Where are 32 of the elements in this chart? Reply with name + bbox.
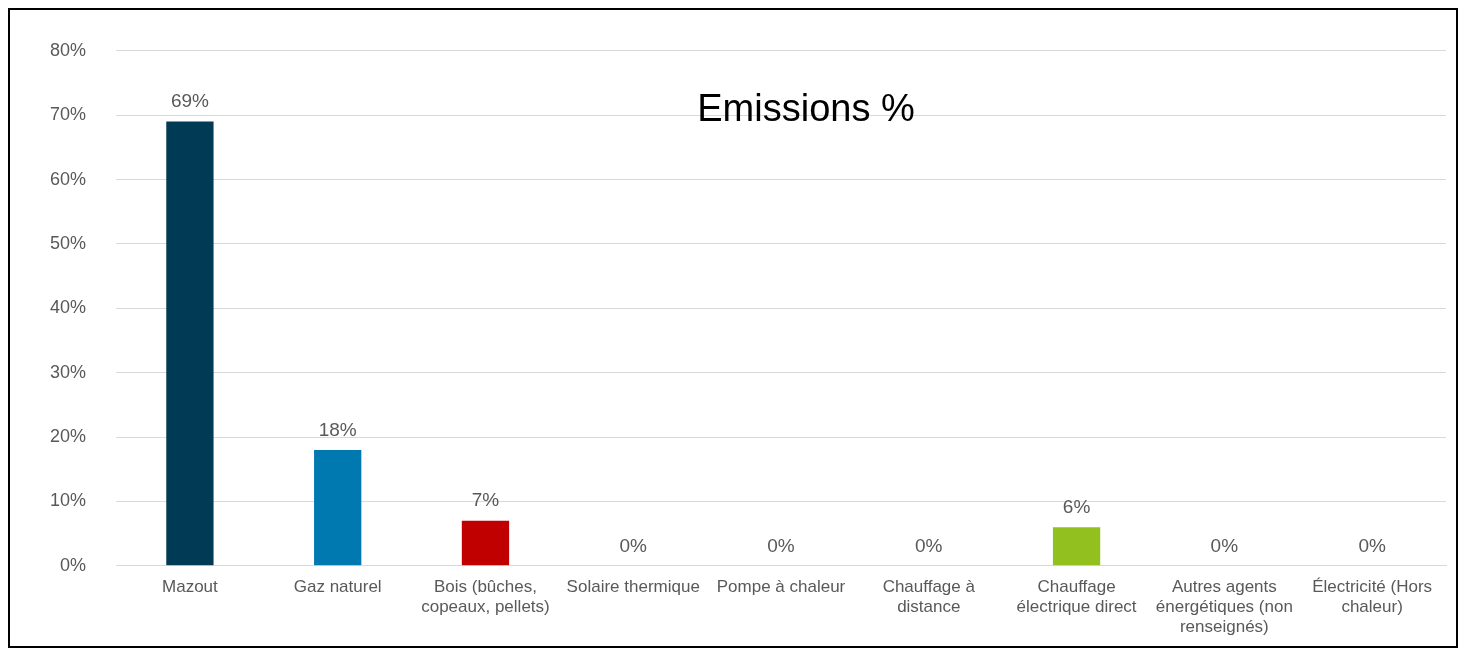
- y-tick-label: 40%: [50, 297, 87, 318]
- data-label: 18%: [318, 418, 357, 440]
- bar: [166, 121, 214, 566]
- data-label: 0%: [767, 534, 795, 556]
- x-tick-label: Mazout: [162, 576, 219, 596]
- data-label: 69%: [170, 90, 210, 112]
- data-label: 0%: [915, 534, 943, 556]
- y-tick-label: 10%: [50, 490, 87, 511]
- data-label: 0%: [1210, 534, 1239, 556]
- data-label: 6%: [1062, 495, 1091, 517]
- x-tick-label: Bois (bûches, copeaux, pellets): [421, 576, 550, 617]
- y-tick-label: 70%: [50, 104, 87, 125]
- y-tick-label: 20%: [50, 426, 87, 447]
- y-tick-label: 80%: [50, 39, 87, 60]
- x-tick-label: Électricité (Hors chaleur): [1312, 576, 1433, 617]
- text: Emissions %: [697, 87, 915, 130]
- x-tick-label: Chauffage électrique direct: [1016, 576, 1137, 617]
- bar: [1052, 527, 1101, 566]
- x-tick-label: Chauffage à distance: [882, 576, 976, 617]
- y-tick-label: 60%: [50, 168, 87, 189]
- x-tick-label: Pompe à chaleur: [716, 576, 846, 596]
- y-tick-label: 50%: [50, 232, 87, 253]
- x-tick-label: Solaire thermique: [566, 576, 700, 596]
- data-label: 7%: [471, 489, 500, 511]
- data-label: 0%: [1358, 534, 1386, 556]
- y-tick-label: 0%: [60, 554, 87, 575]
- x-tick-label: Gaz naturel: [293, 576, 382, 596]
- bar: [461, 520, 510, 566]
- y-tick-label: 30%: [50, 361, 87, 382]
- data-label: 0%: [619, 534, 648, 556]
- bar: [314, 449, 362, 566]
- x-tick-label: Autres agents énergétiques (non renseignés): [1155, 576, 1293, 637]
